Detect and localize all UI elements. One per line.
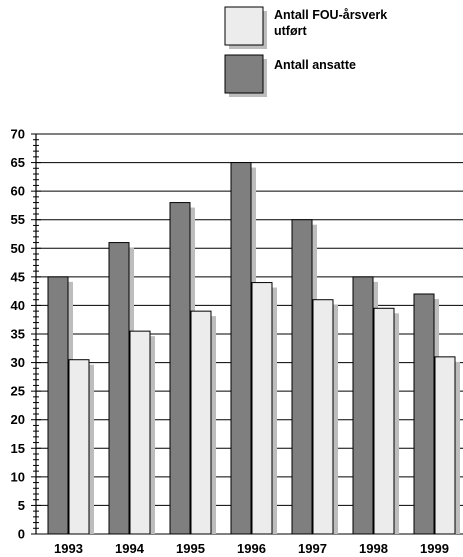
legend-label-fou-line2: utført: [274, 24, 307, 38]
bar-fou: [434, 356, 456, 535]
bar-ansatte: [413, 293, 435, 535]
x-category-label: 1997: [298, 541, 327, 556]
bar-fou: [68, 359, 90, 535]
bar-fou: [373, 307, 395, 535]
legend: Antall FOU-årsverk utført Antall ansatte: [224, 6, 387, 97]
bar-fou: [312, 299, 334, 535]
y-tick-label: 70: [11, 127, 25, 142]
x-category-label: 1994: [115, 541, 145, 556]
bar-ansatte: [291, 219, 313, 535]
y-tick-label: 30: [11, 355, 25, 370]
x-category-label: 1996: [237, 541, 266, 556]
y-tick-label: 20: [11, 412, 25, 427]
bar-ansatte: [352, 276, 374, 535]
bar-ansatte: [108, 242, 130, 535]
legend-item-fou: Antall FOU-årsverk utført: [224, 6, 387, 49]
y-tick-label: 65: [11, 155, 25, 170]
y-tick-label: 0: [18, 527, 25, 542]
legend-label-fou: Antall FOU-årsverk: [274, 8, 387, 22]
bar-shadow: [150, 336, 155, 534]
bar-shadow: [333, 304, 338, 534]
y-tick-label: 35: [11, 327, 25, 342]
y-tick-labels: 0 5 10 15 20 25 30 35 40 45 50 55 60 65 70: [11, 127, 25, 542]
y-tick-label: 25: [11, 384, 25, 399]
x-category-labels: 1993 1994 1995 1996 1997 1998 1999: [54, 541, 449, 556]
bar-ansatte: [47, 276, 69, 535]
bar-fou: [251, 282, 273, 535]
legend-item-ansatte: Antall ansatte: [224, 54, 356, 97]
bar-ansatte: [230, 162, 252, 535]
bar-shadow: [272, 287, 277, 534]
legend-label-ansatte: Antall ansatte: [274, 58, 356, 72]
bar-shadow: [211, 316, 216, 534]
bar-fou: [129, 330, 151, 535]
bar-fou: [190, 310, 212, 535]
y-tick-label: 5: [18, 498, 25, 513]
legend-swatch-ansatte: [224, 54, 264, 94]
legend-swatch-fou: [224, 6, 264, 46]
x-category-label: 1993: [54, 541, 83, 556]
bar-shadow: [455, 361, 460, 534]
x-category-label: 1995: [176, 541, 205, 556]
x-category-label: 1999: [420, 541, 449, 556]
y-tick-label: 45: [11, 269, 25, 284]
y-tick-label: 50: [11, 241, 25, 256]
bars: [47, 162, 460, 535]
y-tick-label: 40: [11, 298, 25, 313]
bar-ansatte: [169, 202, 191, 535]
x-category-label: 1998: [359, 541, 388, 556]
y-tick-label: 10: [11, 469, 25, 484]
bar-shadow: [89, 364, 94, 534]
y-tick-label: 15: [11, 441, 25, 456]
y-tick-label: 55: [11, 212, 25, 227]
y-tick-label: 60: [11, 184, 25, 199]
y-axis: [31, 133, 41, 535]
bar-shadow: [394, 313, 399, 534]
